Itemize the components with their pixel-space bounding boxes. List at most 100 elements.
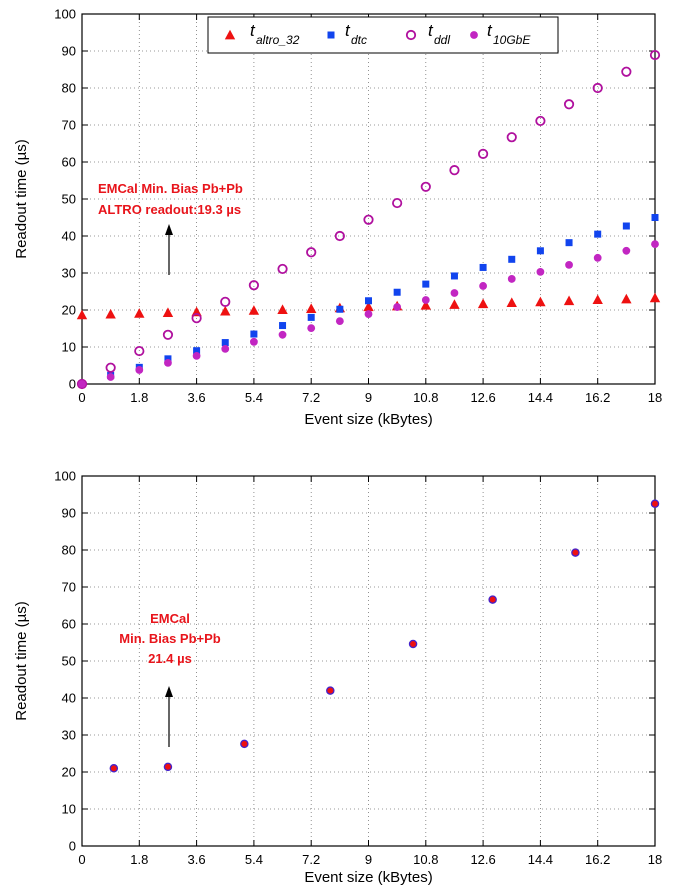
x-tick-label: 9 <box>365 390 372 405</box>
data-point <box>326 686 335 695</box>
legend-label: t <box>428 21 434 40</box>
data-point <box>78 380 86 388</box>
y-tick-label: 10 <box>62 340 76 355</box>
y-tick-label: 80 <box>62 543 76 558</box>
x-tick-label: 3.6 <box>188 852 206 867</box>
legend-subscript: dtc <box>351 33 367 47</box>
x-tick-label: 0 <box>78 852 85 867</box>
series-t-10gbe <box>78 240 659 388</box>
annotation-line: EMCal Min. Bias Pb+Pb <box>98 181 243 196</box>
data-point <box>508 255 516 263</box>
y-tick-label: 10 <box>62 802 76 817</box>
data-point <box>365 297 372 305</box>
data-point <box>449 299 460 309</box>
data-point <box>650 499 660 508</box>
legend-box <box>207 16 559 54</box>
data-point <box>363 214 374 225</box>
data-point <box>221 339 229 347</box>
data-point <box>621 66 632 77</box>
top-scatter-chart: 0 1.8 3.6 5.4 7.2 9 10.8 12.6 14.4 16.2 18 0 10 20 30 4… <box>13 7 662 429</box>
data-point <box>250 337 258 346</box>
legend: t altro_32 t dtc t ddl t 10GbE <box>207 16 559 54</box>
data-point <box>191 313 202 324</box>
x-tick-label: 18 <box>648 390 662 405</box>
data-point <box>76 309 88 320</box>
x-tick-label: 18 <box>648 852 662 867</box>
legend-label: t <box>250 21 256 40</box>
data-point <box>164 355 172 363</box>
y-tick-label: 90 <box>62 44 76 59</box>
y-tick-label: 0 <box>69 377 76 392</box>
series-points <box>109 499 660 773</box>
data-point <box>278 330 287 339</box>
data-point <box>307 324 316 333</box>
data-point <box>565 239 573 247</box>
data-point <box>535 115 546 127</box>
x-tick-label: 12.6 <box>470 390 495 405</box>
legend-subscript: 10GbE <box>493 33 531 47</box>
x-tick-label: 0 <box>78 390 85 405</box>
data-point <box>651 240 659 249</box>
data-point <box>307 313 315 321</box>
data-point <box>421 296 430 304</box>
data-point <box>593 253 602 262</box>
y-tick-label: 30 <box>62 728 76 743</box>
y-tick-label: 100 <box>54 469 76 484</box>
annotation-line: 21.4 µs <box>148 651 192 666</box>
data-point <box>393 303 402 311</box>
legend-label: t <box>487 21 493 40</box>
x-tick-label: 16.2 <box>585 852 610 867</box>
data-point <box>477 148 489 159</box>
data-point <box>420 299 431 310</box>
data-point <box>162 307 174 318</box>
annotation-arrowhead <box>165 686 173 697</box>
y-tick-label: 100 <box>54 7 76 22</box>
x-tick-label: 1.8 <box>130 390 148 405</box>
data-point <box>162 329 174 340</box>
x-tick-label: 9 <box>365 852 372 867</box>
bottom-scatter-chart: 0 1.8 3.6 5.4 7.2 9 10.8 12.6 14.4 16.2 18 0 10 20 30 4… <box>13 469 662 887</box>
y-tick-label: 40 <box>62 691 76 706</box>
data-point <box>621 293 632 304</box>
data-point <box>651 214 659 221</box>
data-point <box>335 317 344 325</box>
data-point <box>450 272 458 280</box>
data-point <box>506 297 517 308</box>
data-point <box>106 373 115 381</box>
data-point <box>536 267 545 276</box>
legend-marker <box>327 31 335 39</box>
data-point <box>622 246 631 255</box>
data-point <box>479 263 487 271</box>
data-point <box>420 181 431 192</box>
data-point <box>364 310 373 318</box>
data-point <box>592 82 603 94</box>
y-tick-label: 70 <box>62 118 76 133</box>
data-point <box>164 359 172 367</box>
y-axis-label: Readout time (µs) <box>13 139 30 259</box>
data-point <box>192 351 201 360</box>
data-point <box>571 548 580 557</box>
data-point <box>277 304 288 315</box>
annotation-line: EMCal <box>150 611 190 626</box>
data-point <box>506 132 517 143</box>
x-tick-label: 12.6 <box>470 852 495 867</box>
y-tick-label: 20 <box>62 765 76 780</box>
data-point <box>536 247 544 255</box>
x-tick-label: 14.4 <box>528 852 553 867</box>
data-point <box>105 362 116 373</box>
data-point <box>134 345 145 357</box>
data-point <box>477 298 489 309</box>
y-axis-label: Readout time (µs) <box>13 601 30 721</box>
data-point <box>220 296 231 307</box>
y-tick-label: 90 <box>62 506 76 521</box>
data-point <box>248 305 260 315</box>
data-point <box>277 263 288 275</box>
data-point <box>109 764 119 773</box>
y-tick-label: 0 <box>69 839 76 854</box>
data-point <box>565 260 573 269</box>
x-tick-label: 14.4 <box>528 390 553 405</box>
data-point <box>422 280 430 288</box>
annotation-arrowhead <box>165 224 173 235</box>
annotation-line: ALTRO readout:19.3 µs <box>98 202 241 217</box>
